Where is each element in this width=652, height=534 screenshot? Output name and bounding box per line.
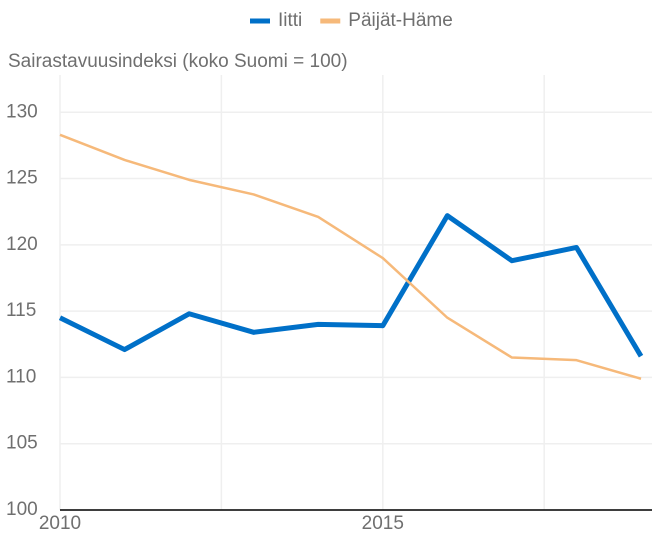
y-tick-label: 105: [6, 433, 38, 454]
y-tick-label: 125: [6, 168, 38, 189]
y-tick-label: 130: [6, 101, 38, 122]
legend-label: Päijät-Häme: [348, 10, 453, 31]
legend-label: Iitti: [278, 10, 302, 31]
y-tick-label: 120: [6, 234, 38, 255]
y-tick-label: 110: [6, 366, 36, 387]
y-axis-label: Sairastavuusindeksi (koko Suomi = 100): [8, 51, 348, 72]
x-tick-label: 2010: [39, 513, 81, 534]
y-tick-label: 115: [6, 300, 36, 321]
line: [59, 133, 642, 380]
y-tick-label: 100: [6, 499, 38, 520]
x-tick-label: 2015: [362, 513, 404, 534]
line: [58, 213, 644, 358]
